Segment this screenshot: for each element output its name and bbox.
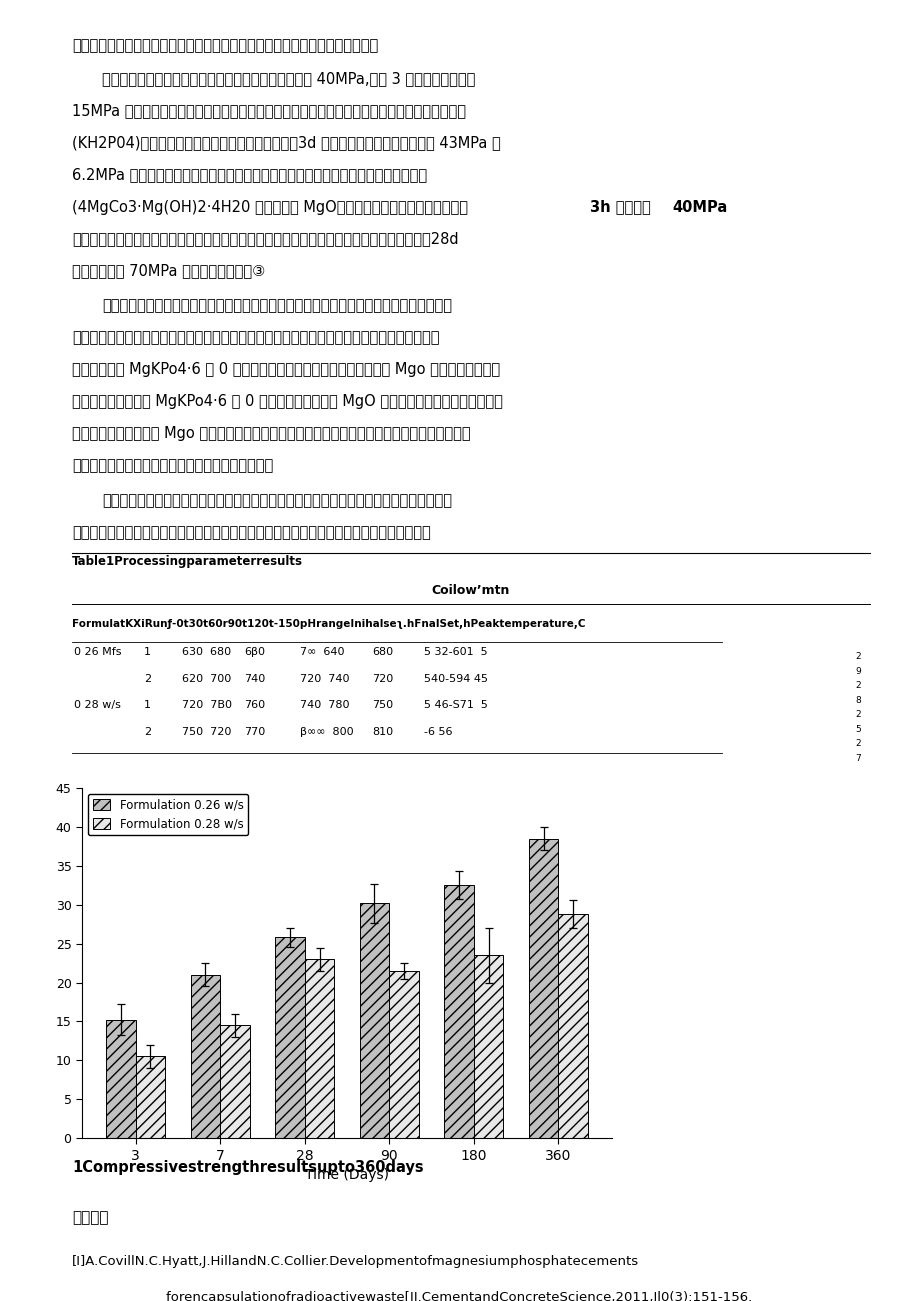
Text: (4MgCo3·Mg(OH)2·4H20 得到的过烧 MgO、磷酸二氢镁为主要原料，制备出: (4MgCo3·Mg(OH)2·4H20 得到的过烧 MgO、磷酸二氢镁为主要原… — [72, 199, 472, 215]
Text: 2: 2 — [144, 674, 151, 683]
Text: 740  780: 740 780 — [300, 700, 349, 710]
Text: 2: 2 — [855, 710, 860, 719]
Text: 810: 810 — [371, 727, 392, 736]
Text: 总体而言，国内外的研究对比看来，强度差别很大，具体是主要是原料配比，水化产物的量: 总体而言，国内外的研究对比看来，强度差别很大，具体是主要是原料配比，水化产物的量 — [102, 493, 451, 507]
Text: 720: 720 — [371, 674, 392, 683]
Text: 770: 770 — [244, 727, 265, 736]
Text: Table1Processingparameterresults: Table1Processingparameterresults — [72, 556, 302, 569]
Text: 620  700: 620 700 — [182, 674, 231, 683]
Text: FormulatKXiRunƒ-0t30t60r90t120t-150pHrangeInihalseʅ.hFnalSet,hPeaktemperature,C: FormulatKXiRunƒ-0t30t60r90t120t-150pHran… — [72, 619, 584, 630]
Text: 8: 8 — [854, 696, 860, 705]
Text: 740: 740 — [244, 674, 265, 683]
Bar — [473, 955, 503, 1138]
Text: 0 28 w/s: 0 28 w/s — [74, 700, 120, 710]
Text: 2: 2 — [855, 682, 860, 690]
Text: 但是本试验中，两种配比的镁水泥的最终强度均不大于 40MPa,水泥 3 天强度最大也仅为: 但是本试验中，两种配比的镁水泥的最终强度均不大于 40MPa,水泥 3 天强度最… — [102, 72, 475, 87]
Text: 5 46-S71  5: 5 46-S71 5 — [424, 700, 487, 710]
Legend: Formulation 0.26 w/s, Formulation 0.28 w/s: Formulation 0.26 w/s, Formulation 0.28 w… — [88, 794, 248, 835]
Text: 5 32-601  5: 5 32-601 5 — [424, 647, 487, 657]
Text: 540-594 45: 540-594 45 — [424, 674, 487, 683]
Text: 抗压强度可达 70MPa 的磷酸钾镁水泥。③: 抗压强度可达 70MPa 的磷酸钾镁水泥。③ — [72, 264, 265, 278]
Text: 750  720: 750 720 — [182, 727, 231, 736]
Text: 5: 5 — [854, 725, 860, 734]
X-axis label: Time (Days): Time (Days) — [305, 1168, 389, 1183]
Text: 3h 强度可达: 3h 强度可达 — [589, 199, 655, 215]
Text: 720  740: 720 740 — [300, 674, 349, 683]
Text: [I]A.CovillN.C.Hyatt,J.HillandN.C.Collier.Developmentofmagnesiumphosphatecements: [I]A.CovillN.C.Hyatt,J.HillandN.C.Collie… — [72, 1255, 639, 1268]
Text: 6.2MPa 的磷酸镁水泥，并用作混凝土路面修补剂。姜洪义采用由二次煅烧轻质碳酸镁: 6.2MPa 的磷酸镁水泥，并用作混凝土路面修补剂。姜洪义采用由二次煅烧轻质碳酸… — [72, 168, 426, 182]
Text: -6 56: -6 56 — [424, 727, 452, 736]
Bar — [389, 971, 418, 1138]
Text: 还是结构，或者是试验方法，还是标准不同呢？当然这仅仅只是我个人的猜测，还需要验证。: 还是结构，或者是试验方法，还是标准不同呢？当然这仅仅只是我个人的猜测，还需要验证… — [72, 524, 430, 540]
Text: 630  680: 630 680 — [182, 647, 231, 657]
Text: 这样看来镁粉的活性和用量的控制是很关键的因素。: 这样看来镁粉的活性和用量的控制是很关键的因素。 — [72, 458, 273, 474]
Text: 6β0: 6β0 — [244, 647, 265, 657]
Text: 680: 680 — [371, 647, 392, 657]
Text: 7∞  640: 7∞ 640 — [300, 647, 344, 657]
Text: 720  7Β0: 720 7Β0 — [182, 700, 232, 710]
Bar — [444, 886, 473, 1138]
Bar — [359, 903, 389, 1138]
Text: Coilow’mtn: Coilow’mtn — [431, 584, 510, 597]
Text: (KH2P04)及硼砂为主要原料制备出凝结时间可控、3d 抗压强度和粘结强度分别达到 43MPa 和: (KH2P04)及硼砂为主要原料制备出凝结时间可控、3d 抗压强度和粘结强度分别… — [72, 135, 500, 151]
Bar — [106, 1020, 135, 1138]
Text: 参考文献: 参考文献 — [72, 1210, 108, 1226]
Text: 2: 2 — [855, 739, 860, 748]
Text: β∞∞  800: β∞∞ 800 — [300, 727, 353, 736]
Text: 0 26 Mfs: 0 26 Mfs — [74, 647, 121, 657]
Text: 40MPa: 40MPa — [671, 199, 726, 215]
Text: 不是在反应中未反应的 Mgo 颗粒（粒径也是需要考虑的因素）越多，镁水泥硬化后的强度越大呢？: 不是在反应中未反应的 Mgo 颗粒（粒径也是需要考虑的因素）越多，镁水泥硬化后的… — [72, 427, 471, 441]
Text: 2: 2 — [144, 727, 151, 736]
Text: 以上的磷酸镁水泥。丁铸以低纯度镁砂、粉煤灰及磷酸二氢钾为主要原料，制备出凝结较快、28d: 以上的磷酸镁水泥。丁铸以低纯度镁砂、粉煤灰及磷酸二氢钾为主要原料，制备出凝结较快… — [72, 232, 459, 247]
Text: 1Compressivestrengthresultsupto360days: 1Compressivestrengthresultsupto360days — [72, 1160, 423, 1175]
Text: 750: 750 — [371, 700, 392, 710]
Text: 7: 7 — [854, 753, 860, 762]
Text: 产生负面影响，由此是否可以认为未完全反应的氧化镁颗粒是强度提高的主要原因呢？如果是，: 产生负面影响，由此是否可以认为未完全反应的氧化镁颗粒是强度提高的主要原因呢？如果… — [72, 330, 439, 345]
Text: 1: 1 — [144, 700, 151, 710]
Text: 1: 1 — [144, 647, 151, 657]
Bar — [528, 839, 558, 1138]
Bar — [220, 1025, 250, 1138]
Text: 9: 9 — [854, 666, 860, 675]
Text: 760: 760 — [244, 700, 265, 710]
Text: 2: 2 — [855, 652, 860, 661]
Bar — [275, 938, 304, 1138]
Text: 15MPa 左右，与已有文献中研究的镁水泥的强度相差很大。周启兆采用电工级镁砂、磷酸二氢钾: 15MPa 左右，与已有文献中研究的镁水泥的强度相差很大。周启兆采用电工级镁砂、… — [72, 104, 466, 118]
Bar — [558, 915, 587, 1138]
Bar — [304, 959, 334, 1138]
Bar — [190, 974, 220, 1138]
Text: 高，因为水化产物的比重相对低一些，那么强度高的物质越多，强度自然越高。: 高，因为水化产物的比重相对低一些，那么强度高的物质越多，强度自然越高。 — [72, 38, 378, 53]
Bar — [135, 1056, 165, 1138]
Text: forencapsulationofradioactivewaste[JJ.CementandConcreteScience,2011,Il0(3):151-1: forencapsulationofradioactivewaste[JJ.Ce… — [131, 1291, 752, 1301]
Text: 那么水化产物 MgKPo4·6 比 0 晶体主要就是起到联系作用，将未反应的 Mgo 等颗粒粘结成整体: 那么水化产物 MgKPo4·6 比 0 晶体主要就是起到联系作用，将未反应的 M… — [72, 362, 500, 377]
Text: 形成水泥石，但同时 MgKPo4·6 比 0 晶体的强度也不能比 MgO 颗粒低太多，。如果是这样，是: 形成水泥石，但同时 MgKPo4·6 比 0 晶体的强度也不能比 MgO 颗粒低… — [72, 394, 503, 409]
Text: 其强度降低的原因可能是因为掺入了大量的粉煤灰，所以粉煤灰对镁水泥强度的提高应该会: 其强度降低的原因可能是因为掺入了大量的粉煤灰，所以粉煤灰对镁水泥强度的提高应该会 — [102, 298, 451, 314]
